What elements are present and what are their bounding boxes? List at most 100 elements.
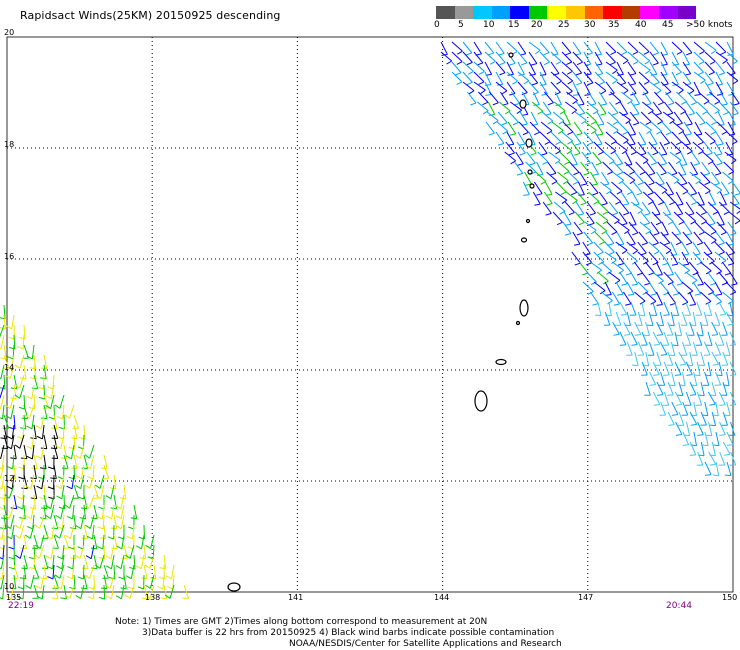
wind-barb [470,102,477,106]
wind-barb [686,191,698,203]
wind-barb [703,251,715,262]
wind-barb [10,507,17,510]
wind-barb [578,261,589,274]
wind-barb [11,314,15,329]
wind-barb [633,261,644,274]
wind-barb [608,201,619,214]
wind-barb [715,461,720,476]
wind-barb [10,434,15,449]
wind-barb [659,281,670,294]
wind-barb [23,324,26,339]
wind-barb [656,304,663,306]
wind-barb [73,514,77,529]
colorbar-label: 30 [584,20,596,30]
wind-barb [17,586,24,590]
wind-barb [538,141,548,154]
wind-barb [678,381,684,396]
wind-barb [50,384,55,399]
wind-barb [684,269,690,275]
wind-barb [75,484,81,490]
wind-barb [656,171,665,184]
wind-barb [663,361,670,376]
wind-barb [171,564,175,579]
wind-barb [632,250,639,255]
wind-barb [677,261,690,271]
wind-barb [0,324,5,338]
wind-barb [0,417,3,420]
wind-barb [516,172,523,176]
wind-barb [59,524,65,539]
colorbar-label: >50 knots [686,20,733,30]
wind-barb [69,494,75,509]
wind-barb [473,51,484,64]
wind-barb [726,71,739,82]
wind-barb [688,112,695,116]
wind-barb [521,123,528,126]
wind-barb [681,141,693,152]
wind-barb [6,365,12,370]
wind-barb [627,131,636,145]
wind-barb [13,384,17,399]
wind-barb [591,129,597,135]
wind-barb [462,71,473,83]
wind-barb [629,133,636,136]
wind-barb [648,110,654,115]
wind-barb [12,454,15,469]
wind-barb [708,451,717,465]
wind-barb [714,251,727,261]
wind-barb [701,161,711,174]
wind-barb [587,82,594,86]
wind-barb [682,61,692,74]
wind-barb [19,384,25,399]
wind-barb [66,455,72,460]
wind-barb [589,261,602,271]
map-title: Rapidsact Winds(25KM) 20150925 descendin… [20,9,281,22]
wind-barb [658,151,668,164]
wind-barb [626,281,635,295]
wind-barb [625,151,633,165]
wind-barb [536,173,544,176]
wind-barb [617,293,624,296]
wind-barb [590,121,597,125]
note-line-3: NOAA/NESDIS/Center for Satellite Applica… [289,639,562,649]
wind-barb [8,484,15,499]
wind-barb [593,281,606,291]
wind-barb [64,504,70,509]
wind-barb [563,180,569,185]
wind-barb [671,41,683,52]
wind-barb [558,161,570,172]
wind-barb [75,475,82,480]
wind-barb [51,524,55,539]
wind-barb [0,347,2,350]
wind-barb [40,377,47,380]
wind-barb [669,151,682,161]
wind-barb [591,161,600,175]
wind-barb [563,211,572,225]
wind-barb [451,71,463,83]
wind-barb [682,371,686,386]
wind-barb [130,564,135,579]
wind-barb [3,414,10,429]
colorbar-swatch [436,6,455,19]
wind-barb [623,212,630,216]
wind-barb [622,261,632,274]
wind-barb [697,451,704,466]
wind-barb [462,81,475,92]
wind-barb [521,113,528,116]
wind-barb [712,363,719,366]
wind-barb [638,61,651,71]
wind-barb [653,343,660,346]
wind-barb [502,130,509,135]
wind-barb [552,53,559,56]
wind-barb [666,261,674,275]
wind-barb [41,584,45,599]
wind-barb [723,193,730,196]
wind-barb [586,242,593,246]
wind-barb [468,90,475,95]
wind-barb [667,171,680,181]
wind-barb [548,151,561,161]
wind-barb [506,51,516,64]
wind-barb [73,424,78,439]
wind-barb [718,301,727,315]
wind-barb [153,564,157,579]
